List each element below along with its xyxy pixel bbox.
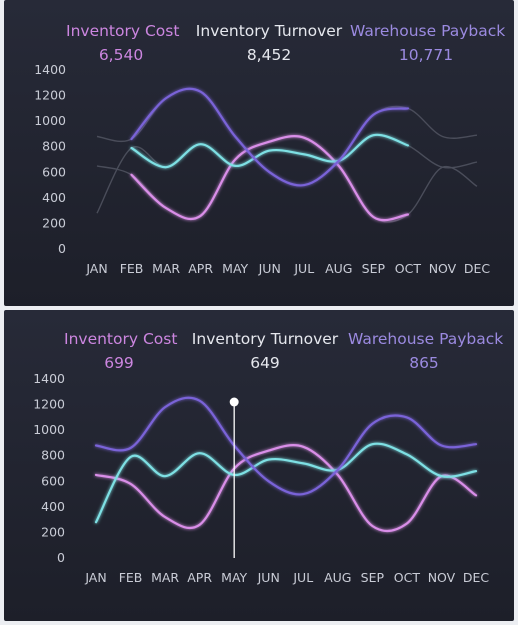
kpi-inventory-turnover: Inventory Turnover 8,452: [194, 22, 344, 64]
context-line-inventory-cost: [96, 135, 478, 223]
y-tick-label: 1000: [33, 422, 65, 437]
x-tick-label: JAN: [85, 261, 107, 276]
y-tick-label: 200: [42, 215, 66, 230]
y-tick-label: 800: [42, 139, 66, 154]
series-line-warehouse-payback: [94, 396, 478, 496]
y-tick-label: 800: [41, 448, 65, 463]
x-tick-label: JUN: [257, 570, 280, 585]
kpi-inventory-cost: Inventory Cost 699: [64, 330, 178, 372]
x-tick-label: DEC: [463, 570, 490, 585]
line-chart-range: 0 200 400 600 800 1000 1200 1400 JAN FEB MAR APR MAY…: [34, 62, 491, 276]
x-tick-label: APR: [187, 570, 212, 585]
x-tick-label: AUG: [325, 261, 352, 276]
y-tick-label: 1400: [33, 371, 65, 386]
x-tick-label: FEB: [119, 570, 143, 585]
kpi-value: 6,540: [98, 46, 144, 64]
series-line-warehouse-payback: [130, 87, 409, 187]
y-tick-label: 400: [41, 499, 65, 514]
x-tick-label: JAN: [84, 570, 106, 585]
kpi-label: Warehouse Payback: [350, 22, 506, 40]
kpi-inventory-turnover: Inventory Turnover 649: [190, 330, 340, 372]
kpi-label: Inventory Turnover: [195, 22, 343, 40]
x-tick-label: JUL: [293, 261, 314, 276]
y-tick-label: 200: [41, 524, 65, 539]
kpi-label: Inventory Cost: [66, 22, 180, 40]
kpi-label: Warehouse Payback: [348, 330, 504, 348]
y-tick-label: 0: [58, 241, 66, 256]
x-tick-label: NOV: [429, 261, 457, 276]
kpi-warehouse-payback: Warehouse Payback 10,771: [350, 22, 506, 64]
kpi-value: 649: [250, 354, 280, 372]
marker-dot: [229, 397, 239, 407]
chart-panel-range: Inventory Cost 6,540 Inventory Turnover …: [4, 0, 514, 306]
context-line-inventory-turnover: [96, 134, 478, 214]
x-tick-label: MAY: [221, 570, 247, 585]
series-line-inventory-turnover: [130, 133, 409, 169]
x-tick-label: OCT: [395, 261, 422, 276]
y-tick-label: 1400: [34, 62, 66, 77]
y-tick-label: 0: [57, 550, 65, 565]
x-tick-label: AUG: [324, 570, 351, 585]
y-tick-label: 600: [42, 164, 66, 179]
y-tick-label: 1200: [33, 397, 65, 412]
line-chart-marker: 0 200 400 600 800 1000 1200 1400 JAN FEB MAR APR MAY…: [33, 371, 490, 585]
x-tick-label: MAR: [151, 570, 179, 585]
x-tick-label: MAY: [222, 261, 248, 276]
x-tick-label: DEC: [464, 261, 491, 276]
x-tick-label: APR: [188, 261, 213, 276]
kpi-inventory-cost: Inventory Cost 6,540: [66, 22, 180, 64]
kpi-value: 699: [104, 354, 134, 372]
x-tick-label: JUL: [292, 570, 313, 585]
x-tick-label: NOV: [428, 570, 456, 585]
y-tick-label: 1000: [34, 113, 66, 128]
kpi-value: 10,771: [398, 46, 454, 64]
series-line-inventory-cost: [130, 135, 409, 222]
x-tick-label: FEB: [120, 261, 144, 276]
kpi-warehouse-payback: Warehouse Payback 865: [348, 330, 504, 372]
kpi-value: 8,452: [246, 46, 292, 64]
x-tick-label: SEP: [362, 261, 386, 276]
chart-panel-marker: Inventory Cost 699 Inventory Turnover 64…: [4, 310, 514, 621]
series-line-inventory-turnover: [94, 442, 478, 524]
y-tick-label: 1200: [34, 88, 66, 103]
kpi-value: 865: [409, 354, 439, 372]
x-tick-label: SEP: [361, 570, 385, 585]
kpi-label: Inventory Cost: [64, 330, 178, 348]
kpi-label: Inventory Turnover: [191, 330, 339, 348]
y-tick-label: 600: [41, 473, 65, 488]
x-tick-label: OCT: [394, 570, 421, 585]
x-tick-label: MAR: [152, 261, 180, 276]
y-tick-label: 400: [42, 190, 66, 205]
series-line-inventory-cost: [94, 444, 478, 533]
x-tick-label: JUN: [258, 261, 281, 276]
